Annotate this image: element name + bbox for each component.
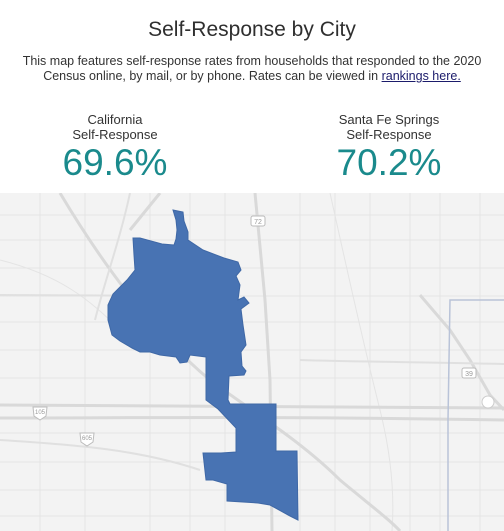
- shield-39-label: 39: [465, 371, 473, 378]
- shield-605: 605: [79, 432, 95, 447]
- city-stat: Santa Fe Springs Self-Response 70.2%: [289, 112, 489, 183]
- shield-72-label: 72: [254, 219, 262, 226]
- map-description: This map features self-response rates fr…: [10, 54, 494, 84]
- road-shields: 72 39 105 605: [32, 215, 495, 447]
- california-rate: 69.6%: [62, 142, 168, 183]
- santa-fe-springs-boundary[interactable]: [107, 209, 299, 521]
- california-label-line1: California: [87, 112, 143, 127]
- shield-72: 72: [250, 215, 266, 227]
- page-title: Self-Response by City: [148, 18, 356, 41]
- city-label-line2: Self-Response: [346, 126, 432, 142]
- small-marker: [481, 395, 495, 409]
- city-map[interactable]: 72 39 105 605: [0, 193, 504, 531]
- city-label-line1: Santa Fe Springs: [338, 112, 440, 127]
- california-label: California Self-Response: [15, 112, 215, 142]
- california-stat: California Self-Response 69.6%: [15, 112, 215, 183]
- shield-605-label: 605: [82, 436, 93, 442]
- shield-39: 39: [461, 367, 477, 379]
- city-label: Santa Fe Springs Self-Response: [289, 112, 489, 142]
- county-boundary: [447, 299, 504, 531]
- description-text: This map features self-response rates fr…: [22, 54, 482, 83]
- shield-105-label: 105: [35, 410, 46, 416]
- shield-105: 105: [32, 406, 48, 421]
- map-canvas[interactable]: 72 39 105 605: [0, 193, 504, 531]
- rankings-link[interactable]: rankings here.: [381, 69, 461, 83]
- california-label-line2: Self-Response: [72, 126, 158, 142]
- city-rate: 70.2%: [336, 142, 442, 183]
